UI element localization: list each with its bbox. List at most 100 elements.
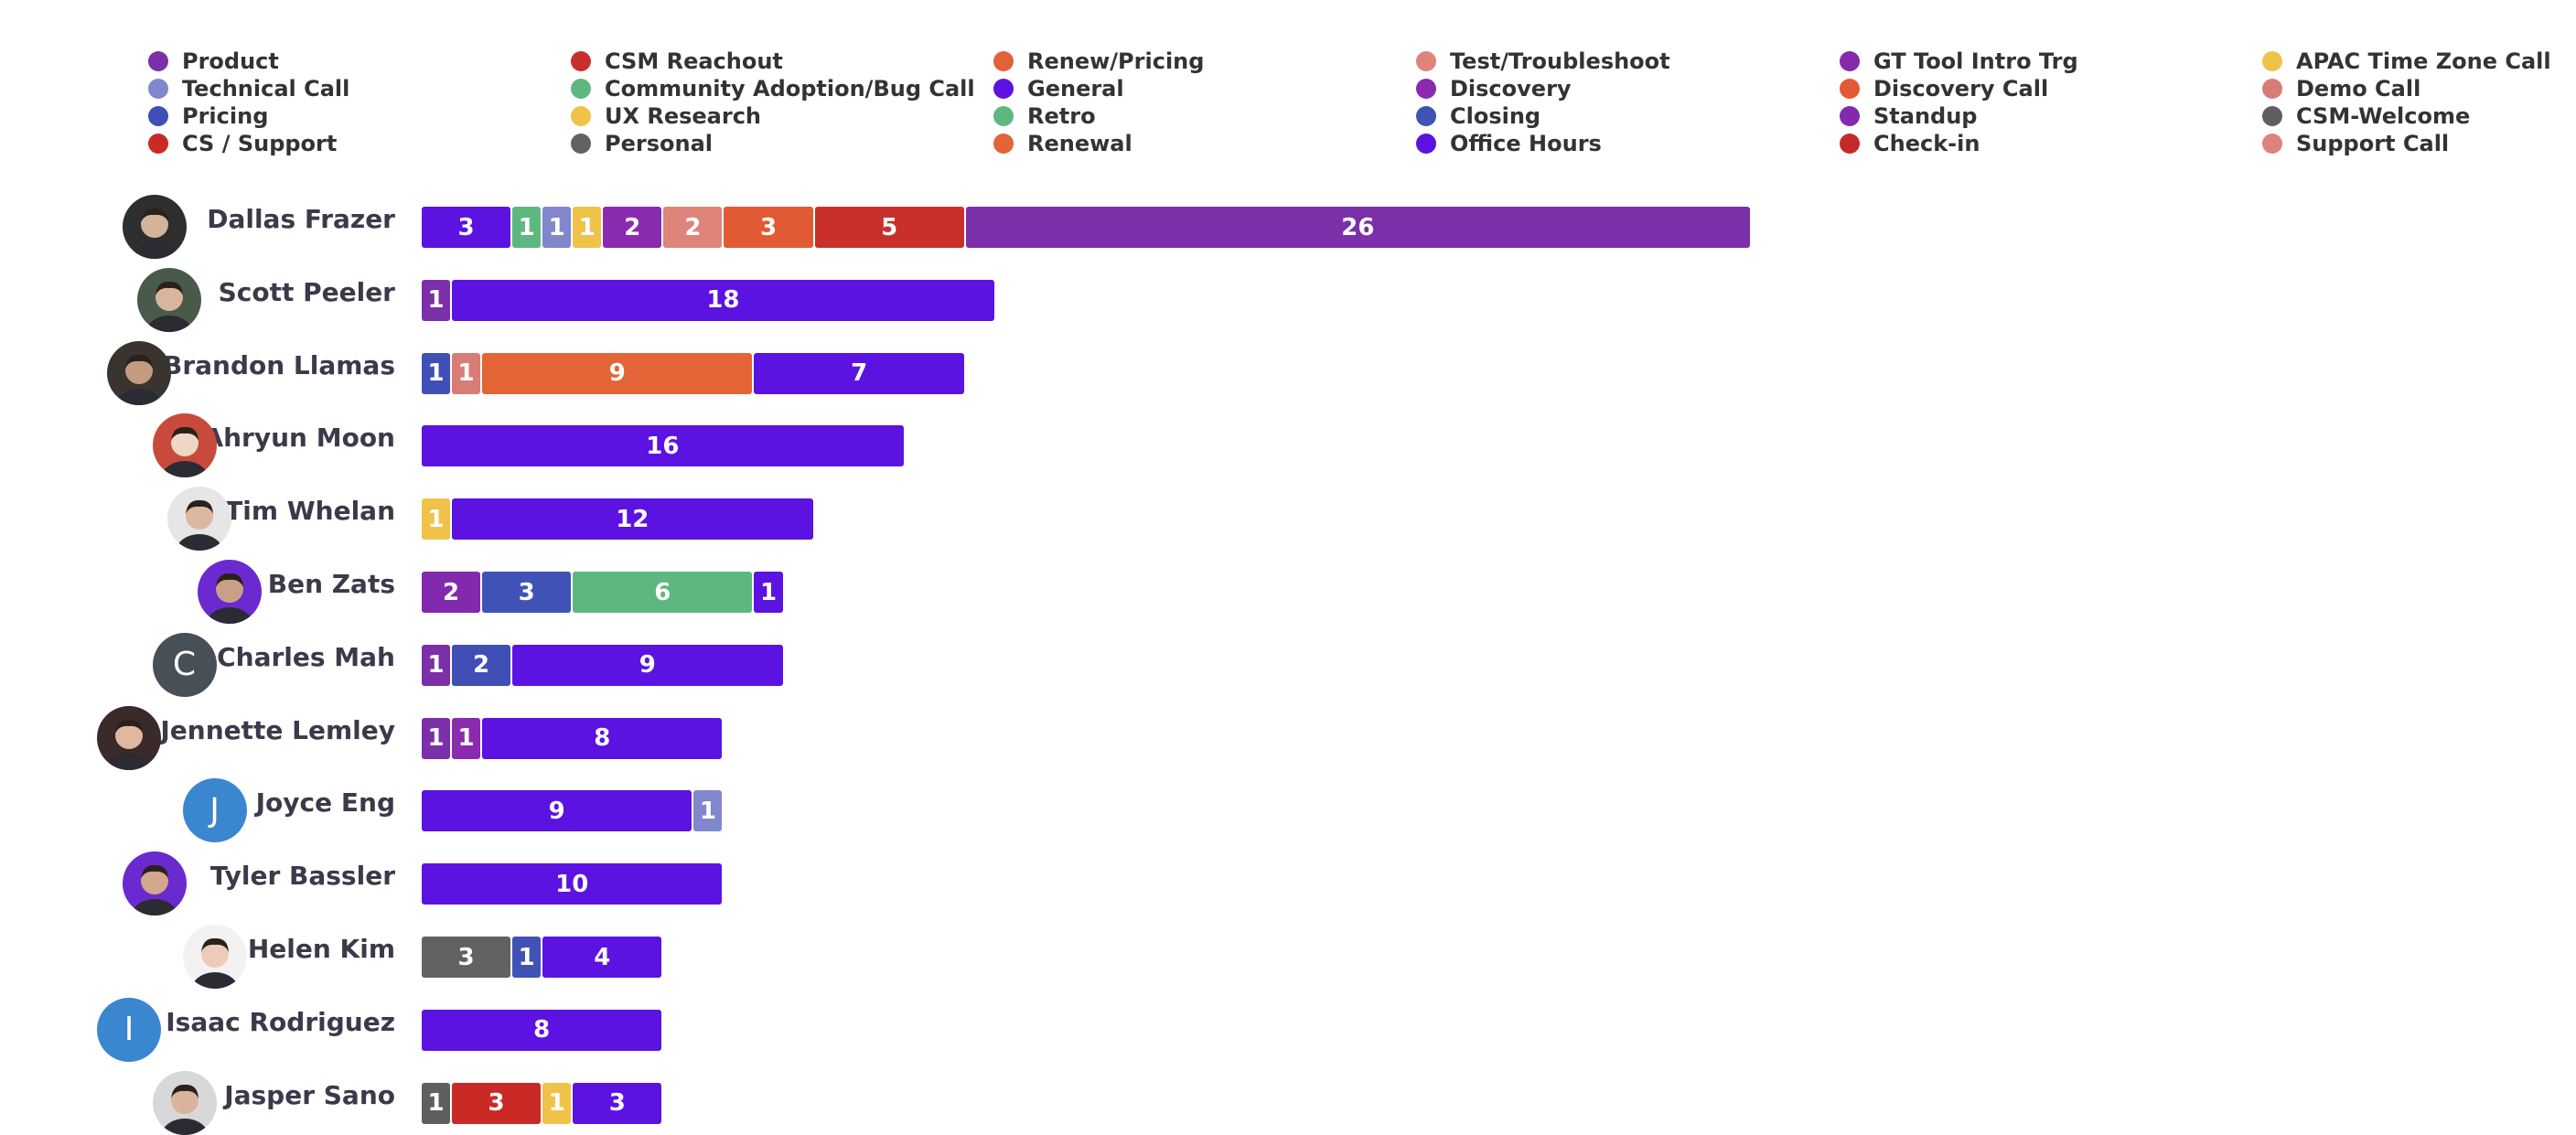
legend-swatch: [571, 106, 591, 126]
legend-item-test-troubleshoot[interactable]: Test/Troubleshoot: [1416, 48, 1670, 75]
bar-segment-office-hours[interactable]: 9: [422, 790, 692, 832]
avatar-photo: [176, 500, 223, 551]
avatar-photo: [115, 354, 163, 405]
legend-item-csm-welcome[interactable]: CSM-Welcome: [2262, 102, 2470, 130]
legend-item-ux-research[interactable]: UX Research: [571, 102, 761, 130]
legend-label: CSM Reachout: [605, 48, 783, 74]
legend-item-pricing[interactable]: Pricing: [148, 102, 268, 130]
bar-segment-retro[interactable]: 1: [512, 207, 542, 248]
legend-item-product[interactable]: Product: [148, 48, 279, 75]
legend-item-closing[interactable]: Closing: [1416, 102, 1540, 130]
legend-item-renewal[interactable]: Renewal: [993, 130, 1132, 157]
legend-item-technical-call[interactable]: Technical Call: [148, 75, 349, 102]
legend-swatch: [2262, 51, 2282, 71]
bar-segment-personal[interactable]: 3: [422, 937, 511, 978]
avatar: [122, 851, 187, 916]
bar-segment-product[interactable]: 1: [422, 644, 451, 686]
stacked-bar-chart: Dallas Frazer 3 1 1 1 2 2 3 5 26 Scott Peeler 1 18 Br…: [97, 195, 1750, 1135]
bar-segment-product[interactable]: 1: [422, 279, 451, 321]
bar-segment-office-hours[interactable]: 1: [754, 572, 783, 613]
legend-swatch: [2262, 106, 2282, 126]
legend-item-support-call[interactable]: Support Call: [2262, 130, 2449, 157]
legend-label: Product: [182, 48, 279, 74]
legend-item-cs-support[interactable]: CS / Support: [148, 130, 337, 157]
bar-segment-office-hours[interactable]: 9: [512, 644, 783, 686]
row-label: Scott Peeler: [218, 276, 395, 307]
legend-label: Support Call: [2296, 131, 2450, 156]
bar-segment-office-hours[interactable]: 4: [542, 937, 662, 978]
legend-item-renew-pricing[interactable]: Renew/Pricing: [993, 48, 1204, 75]
bar-segment-cs-support[interactable]: 3: [452, 1082, 542, 1124]
avatar-photo: [130, 865, 178, 916]
bar-segment-closing[interactable]: 1: [512, 937, 542, 978]
bar-segment-general[interactable]: 3: [422, 207, 511, 248]
bar-segment-renewal[interactable]: 9: [482, 352, 753, 394]
row-label: Brandon Llamas: [162, 349, 395, 380]
bar-segment-ux-research[interactable]: 1: [573, 207, 602, 248]
bar-segment-technical-call[interactable]: 1: [542, 207, 572, 248]
bar-segment-office-hours[interactable]: 3: [573, 1082, 662, 1124]
legend-item-retro[interactable]: Retro: [993, 102, 1096, 130]
legend-item-standup[interactable]: Standup: [1840, 102, 1977, 130]
bar-segment-standup[interactable]: 2: [422, 572, 481, 613]
legend-swatch: [1416, 79, 1436, 99]
legend-label: CS / Support: [182, 131, 338, 156]
bar-segment-office-hours[interactable]: 18: [452, 279, 994, 321]
row-label: Charles Mah: [217, 641, 395, 672]
bar-segment-discovery[interactable]: 2: [603, 207, 662, 248]
legend-item-gt-tool-intro-trg[interactable]: GT Tool Intro Trg: [1840, 48, 2078, 75]
legend-item-csm-reachout[interactable]: CSM Reachout: [571, 48, 783, 75]
bar-segment-pricing[interactable]: 2: [452, 644, 511, 686]
legend-swatch: [148, 51, 168, 71]
bar-segment-pricing[interactable]: 1: [422, 352, 451, 394]
legend-label: General: [1027, 76, 1124, 102]
legend-swatch: [2262, 79, 2282, 99]
legend-item-demo-call[interactable]: Demo Call: [2262, 75, 2420, 102]
avatar-photo: [160, 427, 209, 478]
legend-label: CSM-Welcome: [2296, 103, 2471, 129]
bar-segment-discovery-call[interactable]: 3: [724, 207, 813, 248]
bar-segment-office-hours[interactable]: 12: [452, 498, 813, 541]
bar-segment-office-hours[interactable]: 16: [422, 425, 904, 467]
legend-label: Community Adoption/Bug Call: [605, 76, 975, 102]
bar-segment-csm-welcome[interactable]: 1: [422, 1082, 451, 1124]
avatar: [182, 925, 247, 989]
legend-item-office-hours[interactable]: Office Hours: [1416, 130, 1602, 157]
avatar-photo: [206, 573, 253, 624]
bar-segment-office-hours[interactable]: 7: [754, 352, 964, 394]
bar-segment-closing[interactable]: 3: [482, 572, 572, 613]
legend-item-general[interactable]: General: [993, 75, 1124, 102]
legend-item-personal[interactable]: Personal: [571, 130, 713, 157]
bar-segment-office-hours[interactable]: 10: [422, 863, 723, 905]
legend-item-discovery[interactable]: Discovery: [1416, 75, 1572, 102]
bar-segment-demo-call[interactable]: 1: [452, 352, 481, 394]
bar-segment-test-troubleshoot[interactable]: 2: [663, 207, 723, 248]
bar-segment-discovery[interactable]: 1: [452, 717, 481, 759]
row-label: Ahryun Moon: [203, 423, 395, 454]
bar-segment-product[interactable]: 1: [422, 717, 451, 759]
bar-segment-office-hours[interactable]: 8: [482, 717, 723, 759]
bar-segment-office-hours[interactable]: 8: [422, 1009, 662, 1051]
avatar-initial: C: [172, 646, 197, 684]
legend-swatch: [571, 79, 591, 99]
bar-segment-product[interactable]: 26: [965, 207, 1750, 248]
legend-item-community-adoption-bug-call[interactable]: Community Adoption/Bug Call: [571, 75, 975, 102]
legend-swatch: [571, 51, 591, 71]
avatar: [152, 1070, 217, 1135]
legend-item-discovery-call[interactable]: Discovery Call: [1840, 75, 2048, 102]
bar-segment-csm-reachout[interactable]: 5: [814, 207, 964, 248]
bar-segment-apac-time-zone-call[interactable]: 1: [542, 1082, 572, 1124]
legend-item-apac-time-zone-call[interactable]: APAC Time Zone Call: [2262, 48, 2551, 75]
legend-label: UX Research: [605, 103, 762, 129]
bar-segment-technical-call[interactable]: 1: [693, 790, 723, 832]
legend-item-check-in[interactable]: Check-in: [1840, 130, 1980, 157]
avatar-photo: [130, 208, 178, 259]
avatar-initial: I: [123, 1011, 134, 1049]
bar-segment-retro[interactable]: 6: [573, 572, 753, 613]
legend-label: Renewal: [1027, 131, 1132, 156]
avatar: [167, 487, 231, 551]
avatar-photo: [105, 719, 153, 770]
bar-segment-apac-time-zone-call[interactable]: 1: [422, 498, 451, 541]
legend-swatch: [571, 134, 591, 154]
legend-swatch: [2262, 134, 2282, 154]
